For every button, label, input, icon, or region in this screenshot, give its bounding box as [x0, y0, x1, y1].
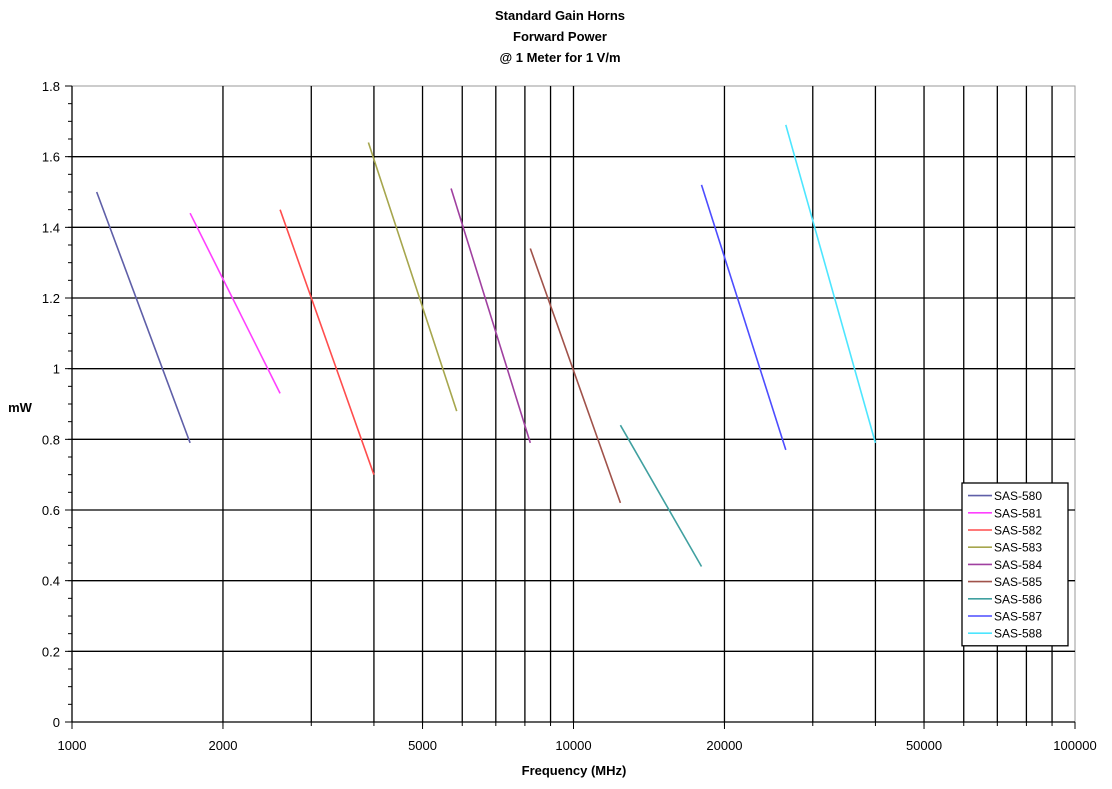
y-tick-label: 0: [53, 715, 60, 730]
series-layer: [95, 124, 877, 567]
y-tick-label: 0.6: [42, 503, 60, 518]
x-tick-label: 2000: [209, 738, 238, 753]
y-tick-label: 0.8: [42, 432, 60, 447]
y-tick-label: 0.2: [42, 644, 60, 659]
series-line-sas-580: [95, 191, 191, 444]
y-tick-label: 1.6: [42, 150, 60, 165]
y-tick-label: 1: [53, 362, 60, 377]
y-tick-label: 1.2: [42, 291, 60, 306]
legend-label: SAS-580: [994, 489, 1042, 503]
legend-label: SAS-585: [994, 575, 1042, 589]
legend-label: SAS-588: [994, 627, 1042, 641]
x-tick-label: 50000: [906, 738, 942, 753]
x-tick-label: 100000: [1053, 738, 1096, 753]
chart-title-line-1: Standard Gain Horns: [495, 8, 625, 23]
axis-layer: 0 0.2 0.4 0.6 0.8 1 1.2 1.4 1.6 1.8 1000 2000 5000 10…: [42, 79, 1097, 753]
x-tick-label: 20000: [706, 738, 742, 753]
series-line-sas-587: [700, 184, 787, 451]
legend-label: SAS-587: [994, 610, 1042, 624]
x-tick-label: 5000: [408, 738, 437, 753]
chart-title-line-3: @ 1 Meter for 1 V/m: [499, 50, 620, 65]
series-line-sas-581: [189, 212, 281, 394]
series-line-sas-582: [279, 209, 375, 475]
grid-layer: [72, 86, 1075, 722]
legend-label: SAS-584: [994, 558, 1042, 572]
x-tick-label: 1000: [58, 738, 87, 753]
legend-label: SAS-582: [994, 524, 1042, 538]
chart-title-line-2: Forward Power: [513, 29, 607, 44]
x-tick-label: 10000: [555, 738, 591, 753]
series-line-sas-586: [619, 424, 703, 567]
series-line-sas-588: [785, 124, 877, 444]
y-tick-label: 0.4: [42, 574, 60, 589]
x-axis-label: Frequency (MHz): [522, 763, 627, 778]
y-tick-label: 1.8: [42, 79, 60, 94]
y-axis-label: mW: [8, 400, 33, 415]
y-tick-label: 1.4: [42, 220, 60, 235]
legend: SAS-580 SAS-581 SAS-582 SAS-583 SAS-584 SAS-5…: [961, 482, 1069, 647]
legend-label: SAS-583: [994, 541, 1042, 555]
series-line-sas-583: [367, 142, 458, 412]
legend-label: SAS-581: [994, 506, 1042, 520]
legend-label: SAS-586: [994, 592, 1042, 606]
series-line-sas-585: [529, 248, 622, 504]
series-line-sas-584: [450, 188, 532, 444]
